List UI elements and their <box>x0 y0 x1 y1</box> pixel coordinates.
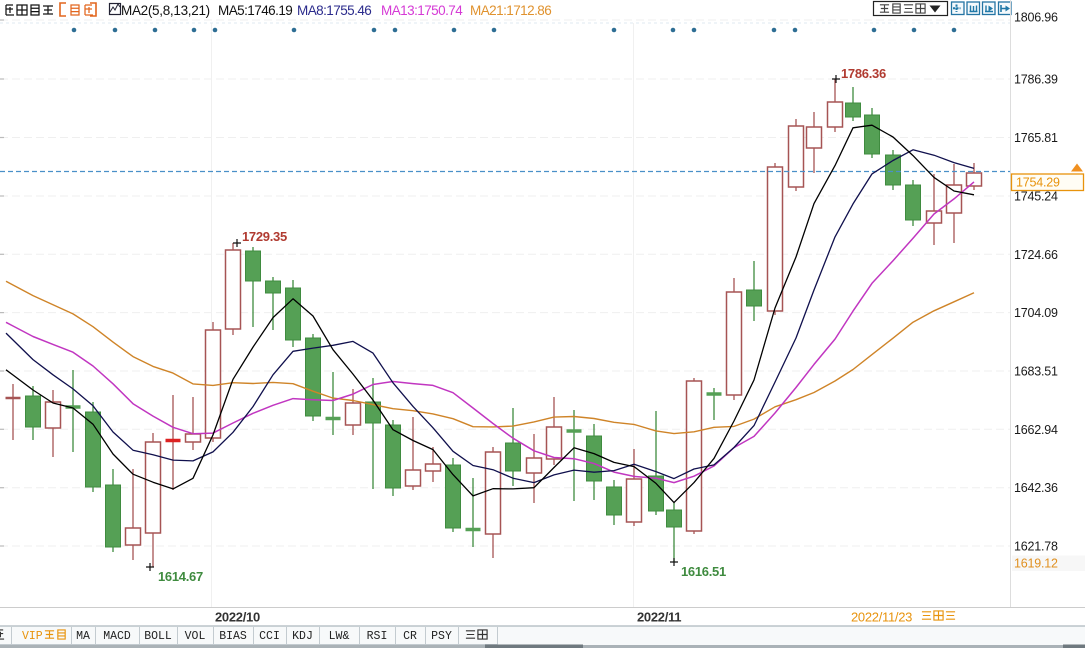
svg-text:1619.12: 1619.12 <box>1014 557 1058 571</box>
svg-text:1806.96: 1806.96 <box>1014 11 1058 25</box>
svg-text:BIAS: BIAS <box>219 630 247 643</box>
svg-text:1662.94: 1662.94 <box>1014 423 1058 437</box>
svg-text:VOL: VOL <box>185 630 206 643</box>
svg-text:MA8:1755.46: MA8:1755.46 <box>297 3 371 18</box>
svg-text:BOLL: BOLL <box>144 630 172 643</box>
svg-text:MACD: MACD <box>103 630 131 643</box>
svg-text:MA21:1712.86: MA21:1712.86 <box>470 3 551 18</box>
svg-text:KDJ: KDJ <box>292 630 313 643</box>
svg-text:2022/10: 2022/10 <box>215 610 260 625</box>
svg-text:1683.51: 1683.51 <box>1014 365 1058 379</box>
svg-text:1724.66: 1724.66 <box>1014 248 1058 262</box>
svg-text:1786.36: 1786.36 <box>841 66 886 81</box>
svg-text:1786.39: 1786.39 <box>1014 73 1058 87</box>
svg-text:1704.09: 1704.09 <box>1014 306 1058 320</box>
svg-text:PSY: PSY <box>431 630 452 643</box>
svg-text:CR: CR <box>403 630 417 643</box>
svg-text:2022/11: 2022/11 <box>637 610 681 625</box>
svg-text:1621.78: 1621.78 <box>1014 540 1058 554</box>
svg-text:CCI: CCI <box>259 630 280 643</box>
svg-text:VIP: VIP <box>22 630 43 643</box>
svg-text:MA13:1750.74: MA13:1750.74 <box>381 3 463 18</box>
svg-text:MA2(5,8,13,21): MA2(5,8,13,21) <box>121 3 210 18</box>
svg-text:1745.24: 1745.24 <box>1014 190 1058 204</box>
svg-text:1642.36: 1642.36 <box>1014 481 1058 495</box>
svg-text:1765.81: 1765.81 <box>1014 131 1058 145</box>
svg-text:LW&: LW& <box>329 630 350 643</box>
svg-text:MA5:1746.19: MA5:1746.19 <box>218 3 292 18</box>
svg-text:1729.35: 1729.35 <box>242 229 287 244</box>
svg-text:1754.29: 1754.29 <box>1016 176 1060 190</box>
svg-text:2022/11/23: 2022/11/23 <box>851 610 912 625</box>
svg-text:MA: MA <box>76 630 90 643</box>
svg-text:1616.51: 1616.51 <box>681 564 726 579</box>
svg-text:1614.67: 1614.67 <box>158 569 203 584</box>
svg-text:RSI: RSI <box>367 630 388 643</box>
